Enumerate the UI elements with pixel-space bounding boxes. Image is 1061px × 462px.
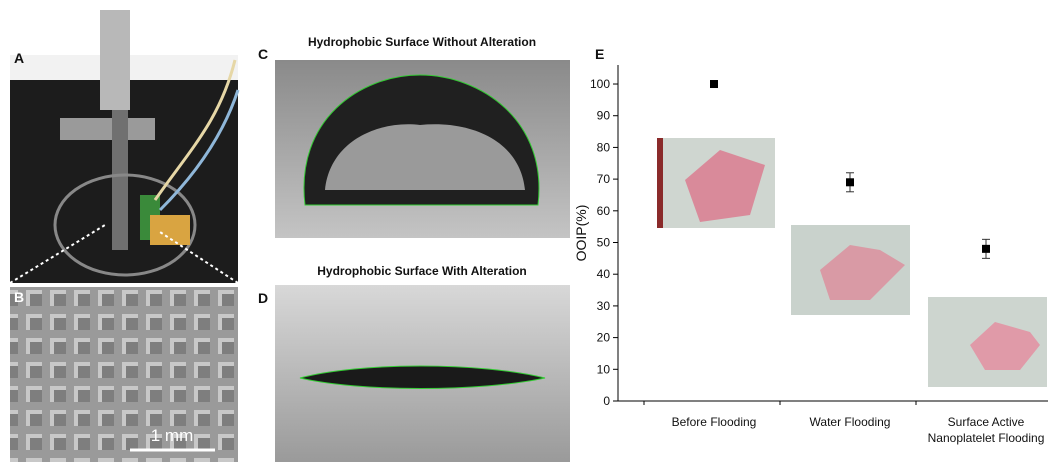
- panel-label: E: [595, 46, 604, 62]
- y-tick-label: 60: [597, 204, 611, 218]
- y-axis-label: OOIP(%): [573, 205, 589, 262]
- figure-canvas: A B 1 mm C Hydrophobic Surface Without A…: [0, 0, 1061, 462]
- y-tick-label: 10: [597, 362, 611, 376]
- figure: A B 1 mm C Hydrophobic Surface Without A…: [0, 0, 1061, 462]
- panel-label: A: [14, 50, 24, 66]
- y-tick-label: 80: [597, 140, 611, 154]
- photo-setup: [10, 10, 238, 283]
- panel-label: C: [258, 46, 268, 62]
- y-tick-label: 90: [597, 109, 611, 123]
- y-tick-label: 40: [597, 267, 611, 281]
- marker: [982, 245, 990, 253]
- x-tick-label: Surface Active Nanoplatelet Flooding: [923, 414, 1049, 446]
- y-tick-label: 20: [597, 331, 611, 345]
- panel-title: Hydrophobic Surface Without Alteration: [308, 35, 536, 49]
- y-tick-label: 50: [597, 236, 611, 250]
- panel-label: D: [258, 290, 268, 306]
- y-tick-label: 0: [603, 394, 610, 408]
- inset-photo: [657, 138, 1047, 387]
- x-tick-label: Water Flooding: [787, 414, 913, 430]
- photo-microstructure: [10, 287, 238, 462]
- y-tick-label: 100: [590, 77, 610, 91]
- marker: [846, 178, 854, 186]
- marker: [710, 80, 718, 88]
- panel-label: B: [14, 289, 24, 305]
- panel-title: Hydrophobic Surface With Alteration: [317, 264, 526, 278]
- scale-label: 1 mm: [151, 426, 194, 445]
- y-tick-label: 30: [597, 299, 611, 313]
- photo-droplet: [275, 60, 570, 238]
- x-tick-label: Before Flooding: [651, 414, 777, 430]
- y-tick-label: 70: [597, 172, 611, 186]
- photo-droplet: [275, 285, 570, 462]
